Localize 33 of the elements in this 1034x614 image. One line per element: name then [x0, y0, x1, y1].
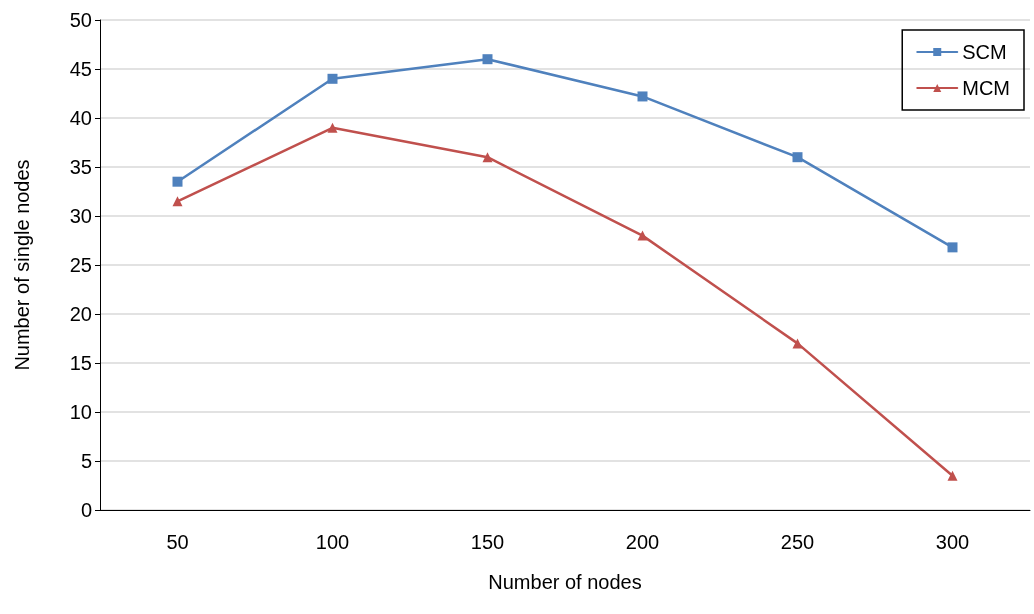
x-axis-title: Number of nodes	[488, 571, 642, 593]
point	[482, 54, 493, 65]
legend-label: MCM	[962, 77, 1010, 99]
point	[947, 242, 958, 253]
y-tick-label: 45	[69, 58, 92, 80]
x-tick-label: 300	[935, 531, 970, 553]
y-tick-label: 15	[69, 352, 92, 374]
point	[792, 338, 803, 349]
y-tick-label: 10	[69, 401, 92, 423]
x-tick-label: 100	[315, 531, 350, 553]
y-axis-title: Number of single nodes	[11, 159, 33, 371]
point	[792, 152, 803, 163]
x-tick-label: 50	[166, 531, 189, 553]
x-tick-label: 150	[470, 531, 505, 553]
x-tick-label: 200	[625, 531, 660, 553]
y-tick-label: 25	[69, 254, 92, 276]
y-tick-label: 30	[69, 205, 92, 227]
y-tick-label: 0	[80, 499, 92, 521]
point	[327, 122, 338, 133]
point	[482, 152, 493, 163]
point	[637, 230, 648, 241]
y-tick-label: 20	[69, 303, 92, 325]
point	[947, 470, 958, 481]
point	[637, 91, 648, 102]
x-tick-label: 250	[780, 531, 815, 553]
point	[172, 176, 183, 187]
y-tick-label: 50	[69, 9, 92, 31]
y-tick-label: 5	[80, 450, 92, 472]
point	[327, 73, 338, 84]
y-tick-label: 35	[69, 156, 92, 178]
y-tick-label: 40	[69, 107, 92, 129]
point	[172, 196, 183, 207]
legend-label: SCM	[962, 41, 1007, 63]
